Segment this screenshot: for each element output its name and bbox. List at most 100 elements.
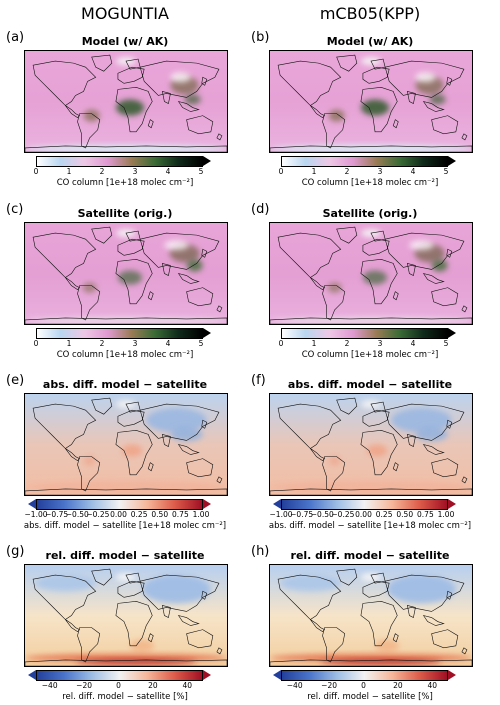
coastline	[270, 145, 472, 152]
colorbar-tick-label: 3	[132, 167, 138, 176]
concentration-field	[415, 427, 448, 442]
coastline	[139, 403, 220, 441]
coastline	[277, 232, 342, 278]
coastline	[177, 615, 200, 626]
colorbar-extend-arrow	[203, 328, 211, 338]
coastline	[186, 287, 214, 307]
coastline	[431, 287, 459, 307]
coastline	[147, 462, 154, 472]
coastline	[147, 119, 154, 129]
colorbar-extend-arrow	[28, 670, 36, 680]
coastline	[201, 76, 208, 86]
coastline	[216, 305, 223, 313]
map-panel	[269, 564, 473, 667]
coastline	[186, 629, 214, 649]
colorbar-tick-label: 0	[116, 681, 121, 690]
map-background	[270, 394, 472, 495]
colorbar-label: rel. diff. model − satellite [%]	[307, 692, 433, 702]
coastline	[322, 456, 346, 492]
coastline	[32, 60, 97, 106]
colorbar-tick-label: 0.25	[130, 510, 148, 519]
colorbar-tick-label: −0.25	[86, 510, 110, 519]
map-panel	[24, 50, 228, 153]
colorbar-tick-label: 20	[148, 681, 158, 690]
coastline	[25, 145, 227, 152]
colorbar	[36, 499, 203, 510]
world-map-reldiff	[270, 565, 472, 666]
world-map-reldiff	[25, 565, 227, 666]
colorbar-tick-label: 0.75	[172, 510, 189, 519]
concentration-field	[83, 109, 100, 122]
coastline	[161, 262, 171, 276]
concentration-field	[360, 99, 390, 116]
colorbar-tick-label: 40	[182, 681, 193, 690]
concentration-field	[328, 109, 345, 122]
colorbar-extend-arrow	[448, 328, 456, 338]
colorbar-tick-label: 1	[311, 339, 317, 348]
coastline	[422, 101, 445, 112]
coastline	[422, 273, 445, 284]
coastline	[91, 54, 113, 72]
coastline	[384, 403, 465, 441]
coastline	[431, 458, 459, 478]
concentration-field	[75, 658, 197, 665]
concentration-field	[164, 240, 189, 251]
colorbar	[36, 670, 203, 681]
colorbar-tick-label: 2	[344, 167, 350, 176]
colorbar-extend-arrow	[203, 670, 211, 680]
coastline	[384, 574, 465, 612]
concentration-field	[320, 658, 442, 665]
colorbar-extend-arrow	[203, 156, 211, 166]
panel-title: Model (w/ AK)	[326, 35, 414, 48]
map-background	[25, 394, 227, 495]
panel-label: (a)	[6, 30, 25, 45]
coastline	[310, 277, 326, 291]
colorbar-extend-arrow	[273, 499, 281, 509]
colorbar-tick-label: 0	[33, 339, 39, 348]
coastline	[117, 580, 145, 598]
coastline	[446, 76, 453, 86]
concentration-field	[25, 480, 227, 493]
panel-title: Satellite (orig.)	[322, 207, 418, 220]
panel-title: Satellite (orig.)	[77, 207, 173, 220]
coastline	[336, 226, 358, 244]
world-map-model	[270, 51, 472, 152]
concentration-field	[360, 573, 382, 582]
colorbar-label: CO column [1e+18 molec cm⁻²]	[56, 178, 194, 188]
coastline	[186, 458, 214, 478]
coastline	[32, 232, 97, 278]
coastline	[406, 90, 416, 104]
colorbar-tick-label: 0.50	[151, 510, 169, 519]
coastline	[422, 615, 445, 626]
world-map-absdiff	[270, 394, 472, 495]
panel-label: (h)	[251, 544, 270, 559]
colorbar-extend-arrow	[28, 499, 36, 509]
panel-title: rel. diff. model − satellite	[290, 549, 450, 562]
coastline	[360, 87, 398, 133]
colorbar	[281, 499, 448, 510]
panel-title: rel. diff. model − satellite	[45, 549, 205, 562]
coastline	[384, 232, 465, 270]
colorbar	[36, 328, 203, 339]
coastline	[65, 277, 81, 291]
coastline	[216, 647, 223, 655]
colorbar-tick-label: 5	[443, 339, 449, 348]
colorbar-extend-arrow	[448, 499, 456, 509]
concentration-field	[130, 639, 155, 652]
colorbar	[281, 328, 448, 339]
coastline	[446, 590, 453, 600]
panel-label: (d)	[251, 202, 270, 217]
coastline	[336, 54, 358, 72]
coastline	[91, 397, 113, 415]
coastline	[77, 113, 101, 149]
colorbar-tick-label: 0	[361, 681, 366, 690]
coastline	[139, 60, 220, 98]
column-header-mcb05: mCB05(KPP)	[319, 4, 421, 23]
concentration-field	[366, 444, 388, 457]
coastline	[186, 115, 214, 135]
map-panel	[24, 564, 228, 667]
colorbar-tick-label: 2	[344, 339, 350, 348]
coastline	[362, 66, 390, 84]
colorbar-tick-label: −20	[321, 681, 338, 690]
coastline	[446, 419, 453, 429]
